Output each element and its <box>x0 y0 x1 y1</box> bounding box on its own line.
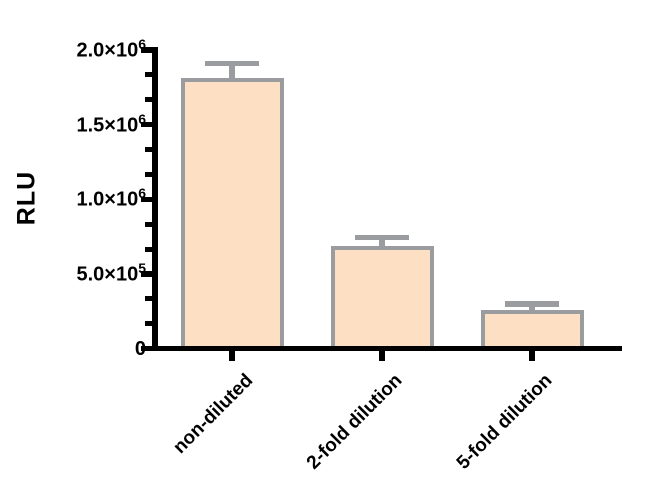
x-category-label-non-diluted: non-diluted <box>168 370 257 458</box>
y-minor-tick <box>145 221 152 227</box>
error-bar-cap <box>355 234 409 241</box>
y-tick-label: 5.0×105 <box>76 259 146 286</box>
y-major-tick <box>140 345 152 352</box>
y-major-tick <box>140 196 152 202</box>
y-minor-tick <box>145 147 152 152</box>
error-bar-stem <box>229 63 235 81</box>
x-tick <box>529 351 535 361</box>
x-category-label-2-fold-dilution: 2-fold dilution <box>303 370 407 474</box>
bar-non-diluted <box>180 78 284 350</box>
x-axis-line <box>152 345 622 352</box>
y-major-tick <box>140 121 152 128</box>
y-minor-tick <box>145 246 152 252</box>
y-minor-tick <box>145 321 152 327</box>
y-minor-tick <box>145 171 152 177</box>
y-minor-tick <box>145 296 152 302</box>
error-bar-stem <box>529 304 535 312</box>
error-bar-cap <box>505 301 559 307</box>
y-axis-title: RLU <box>12 170 41 226</box>
x-category-label-5-fold-dilution: 5-fold dilution <box>453 370 557 474</box>
y-minor-tick <box>145 72 152 78</box>
error-bar-stem <box>379 237 385 248</box>
y-axis-line <box>152 47 158 352</box>
y-tick-label: 1.0×106 <box>76 185 146 211</box>
bar-5-fold-dilution <box>480 309 584 350</box>
x-tick <box>229 351 235 361</box>
y-major-tick <box>140 271 152 277</box>
y-tick-label: 0 <box>134 337 146 360</box>
y-tick-label: 2.0×106 <box>76 36 146 62</box>
y-minor-tick <box>145 97 152 103</box>
x-tick <box>379 351 385 361</box>
y-major-tick <box>140 47 152 53</box>
bar-2-fold-dilution <box>330 245 434 350</box>
y-tick-label: 1.5×106 <box>76 110 146 137</box>
error-bar-cap <box>205 60 259 67</box>
